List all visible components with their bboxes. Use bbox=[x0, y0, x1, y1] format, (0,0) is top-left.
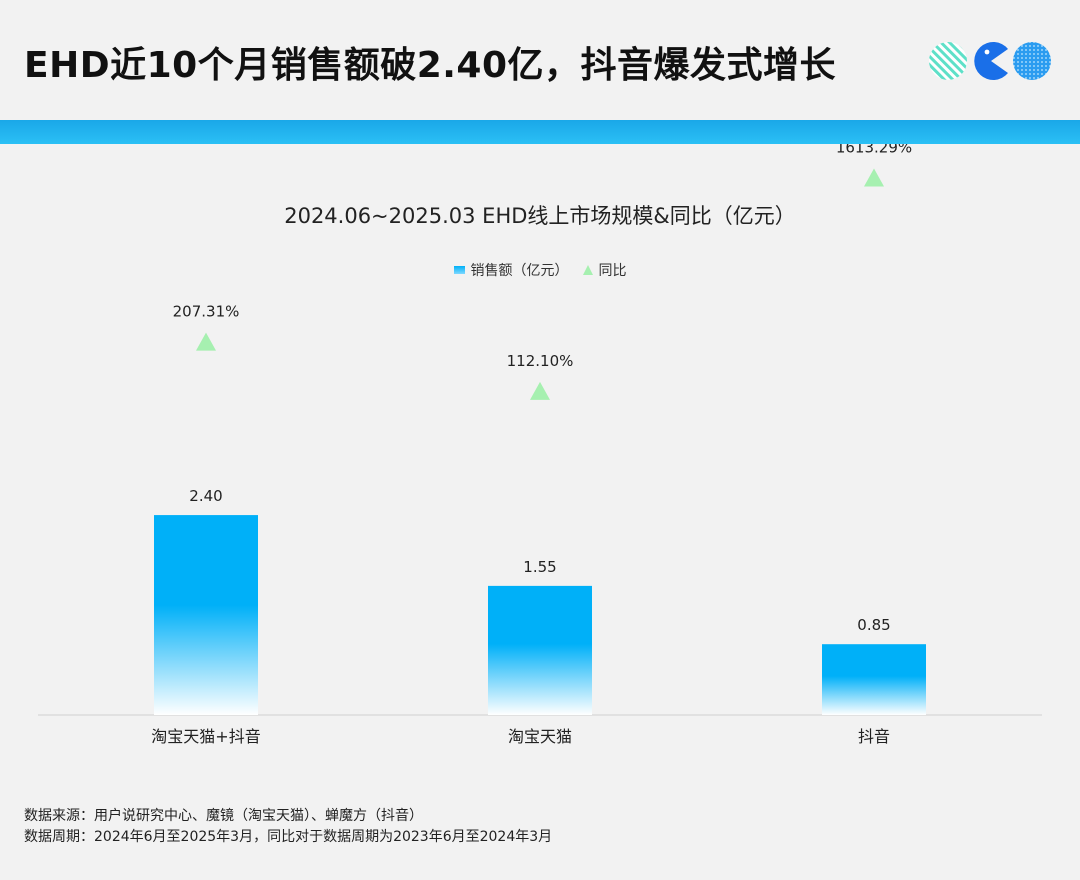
legend-item-yoy: 同比 bbox=[582, 260, 627, 280]
brand-bar bbox=[0, 120, 1080, 144]
category-label-0: 淘宝天猫+抖音 bbox=[151, 727, 260, 746]
legend-label-sales: 销售额（亿元） bbox=[470, 263, 569, 279]
pacman-icon bbox=[974, 42, 1008, 80]
data-source-note: 数据来源：用户说研究中心、魔镜（淘宝天猫）、蝉魔方（抖音） bbox=[24, 808, 423, 824]
legend-item-sales: 销售额（亿元） bbox=[453, 260, 569, 280]
legend-label-yoy: 同比 bbox=[598, 263, 627, 279]
chart-area: 2024.06~2025.03 EHD线上市场规模&同比（亿元） 销售额（亿元）… bbox=[0, 144, 1080, 784]
bar-value-label-0: 2.40 bbox=[189, 487, 222, 505]
dotted-circle-icon bbox=[1013, 42, 1051, 80]
pacman-eye-icon bbox=[984, 49, 990, 55]
yoy-value-label-2: 1613.29% bbox=[836, 144, 912, 157]
data-period-note: 数据周期：2024年6月至2025年3月，同比对于数据周期为2023年6月至20… bbox=[24, 829, 553, 845]
bar-2 bbox=[822, 644, 926, 715]
yoy-value-label-1: 112.10% bbox=[507, 352, 574, 370]
yoy-marker-0 bbox=[196, 332, 216, 351]
yoy-marker-1 bbox=[530, 381, 550, 400]
bar-0 bbox=[154, 515, 258, 715]
legend-bar-swatch-icon bbox=[453, 266, 465, 274]
yoy-marker-2 bbox=[864, 168, 884, 187]
legend-triangle-swatch-icon bbox=[582, 265, 593, 275]
page-title: EHD近10个月销售额破2.40亿，抖音爆发式增长 bbox=[24, 45, 837, 86]
bar-1 bbox=[488, 585, 592, 715]
bar-value-label-2: 0.85 bbox=[857, 616, 890, 634]
category-label-2: 抖音 bbox=[858, 727, 890, 746]
chart-title: 2024.06~2025.03 EHD线上市场规模&同比（亿元） bbox=[284, 204, 796, 228]
chart-legend: 销售额（亿元） 同比 bbox=[0, 260, 1080, 280]
bar-chart-plot: 2.40 207.31% 淘宝天猫+抖音 1.55 112.10% 淘宝天猫 0.85 161… bbox=[38, 144, 1042, 746]
striped-circle-icon bbox=[929, 42, 967, 80]
footer-notes: 数据来源：用户说研究中心、魔镜（淘宝天猫）、蝉魔方（抖音） 数据周期：2024年… bbox=[24, 806, 552, 848]
category-label-1: 淘宝天猫 bbox=[508, 727, 572, 746]
header: EHD近10个月销售额破2.40亿，抖音爆发式增长 bbox=[0, 0, 1080, 120]
bar-value-label-1: 1.55 bbox=[523, 558, 556, 576]
brand-logo bbox=[929, 42, 1051, 80]
yoy-value-label-0: 207.31% bbox=[173, 303, 240, 321]
